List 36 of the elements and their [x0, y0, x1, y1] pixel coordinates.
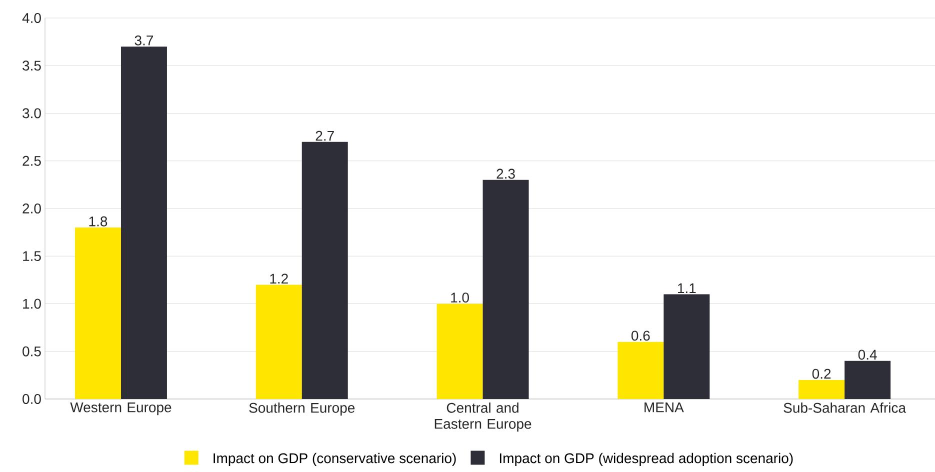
bar	[74, 228, 121, 399]
bar	[482, 180, 529, 399]
data-label: 1.1	[678, 283, 696, 294]
data-label: 1.0	[451, 292, 469, 303]
bar	[256, 284, 302, 399]
x-tick-label: MENA	[644, 402, 684, 412]
y-tick-label: 2.5	[22, 156, 41, 166]
y-tick-label: 4.0	[22, 13, 41, 23]
x-tick-label: Central and Eastern Europe	[434, 402, 532, 432]
legend-label: Impact on GDP (widespread adoption scenario)	[500, 452, 793, 466]
x-tick-label: Western Europe	[70, 402, 172, 416]
bar	[664, 294, 710, 399]
bar	[120, 46, 167, 399]
y-tick-label: 2.0	[22, 204, 41, 214]
data-label: 1.2	[270, 274, 288, 284]
data-label: 0.2	[812, 368, 831, 379]
data-label: 2.7	[316, 130, 334, 141]
data-label: 2.3	[496, 168, 515, 179]
y-tick-label: 3.0	[22, 108, 41, 118]
data-label: 1.8	[89, 216, 108, 226]
y-tick-label: 1.0	[23, 298, 41, 309]
y-tick-label: 3.5	[22, 60, 41, 71]
bar	[798, 380, 845, 399]
bar	[436, 304, 483, 399]
y-tick-label: 1.5	[23, 251, 41, 262]
y-tick-label: 0.0	[22, 394, 41, 404]
bar	[618, 342, 664, 399]
data-label: 0.6	[631, 330, 650, 341]
data-label: 3.7	[134, 35, 154, 46]
data-label: 0.4	[858, 350, 877, 360]
x-tick-label: Sub-Saharan Africa	[784, 402, 906, 413]
bar	[844, 360, 891, 399]
x-tick-label: Southern Europe	[249, 402, 355, 416]
bar	[302, 142, 348, 399]
legend-label: Impact on GDP (conservative scenario)	[214, 452, 456, 466]
y-tick-label: 0.5	[22, 346, 41, 356]
